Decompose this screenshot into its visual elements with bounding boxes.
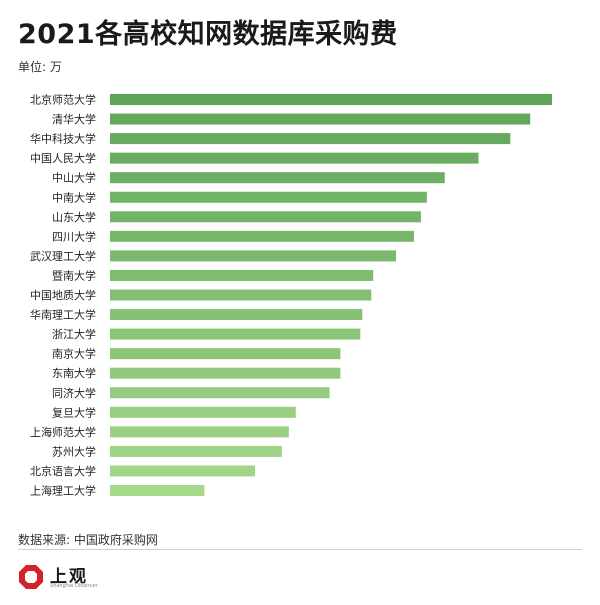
category-label-2: 华中科技大学: [30, 132, 96, 146]
bar-0: [110, 94, 553, 105]
bar-5: [110, 191, 427, 203]
publisher-logo: 上观 Shanghai Observer: [18, 562, 138, 594]
bar-15: [110, 387, 330, 399]
bar-9: [110, 269, 374, 281]
bar-6: [110, 211, 421, 223]
category-label-14: 东南大学: [52, 366, 96, 380]
category-label-3: 中国人民大学: [30, 151, 96, 165]
bar-3: [110, 152, 479, 164]
chart-title: 2021各高校知网数据库采购费: [18, 19, 398, 50]
category-label-5: 中南大学: [52, 190, 96, 204]
category-label-12: 浙江大学: [52, 327, 96, 341]
bars-group: [110, 94, 553, 496]
category-label-11: 华南理工大学: [30, 308, 96, 322]
unit-label: 单位: 万: [18, 60, 62, 74]
bar-2: [110, 133, 511, 145]
bar-13: [110, 348, 341, 360]
category-label-13: 南京大学: [52, 347, 96, 361]
data-source: 数据来源: 中国政府采购网: [18, 533, 158, 547]
category-labels-group: 北京师范大学清华大学华中科技大学中国人民大学中山大学中南大学山东大学四川大学武汉…: [30, 93, 96, 498]
category-label-0: 北京师范大学: [30, 93, 96, 107]
bar-12: [110, 328, 361, 340]
bar-10: [110, 289, 372, 301]
category-label-15: 同济大学: [52, 386, 96, 400]
bar-8: [110, 250, 397, 262]
category-label-4: 中山大学: [52, 171, 96, 185]
bar-19: [110, 465, 256, 477]
octagon-logo-icon: [19, 565, 43, 589]
bar-20: [110, 485, 205, 496]
bar-7: [110, 230, 414, 242]
bar-17: [110, 426, 289, 438]
category-label-9: 暨南大学: [52, 268, 96, 282]
bar-14: [110, 367, 341, 379]
category-label-7: 四川大学: [52, 229, 96, 243]
category-label-10: 中国地质大学: [30, 288, 96, 302]
bar-4: [110, 172, 445, 184]
category-label-17: 上海师范大学: [30, 425, 96, 439]
category-label-20: 上海理工大学: [30, 484, 96, 498]
category-label-6: 山东大学: [52, 210, 96, 224]
bar-18: [110, 445, 282, 457]
category-label-16: 复旦大学: [52, 405, 96, 419]
category-label-19: 北京语言大学: [30, 464, 96, 478]
category-label-18: 苏州大学: [52, 444, 96, 458]
logo-subtext: Shanghai Observer: [50, 583, 98, 589]
bar-11: [110, 309, 363, 321]
logo-text: 上观: [50, 567, 88, 587]
category-label-1: 清华大学: [52, 112, 96, 126]
footer-divider: [18, 549, 582, 550]
bar-16: [110, 406, 296, 418]
bar-1: [110, 113, 531, 125]
category-label-8: 武汉理工大学: [30, 249, 96, 263]
bar-chart: 北京师范大学清华大学华中科技大学中国人民大学中山大学中南大学山东大学四川大学武汉…: [30, 93, 553, 498]
